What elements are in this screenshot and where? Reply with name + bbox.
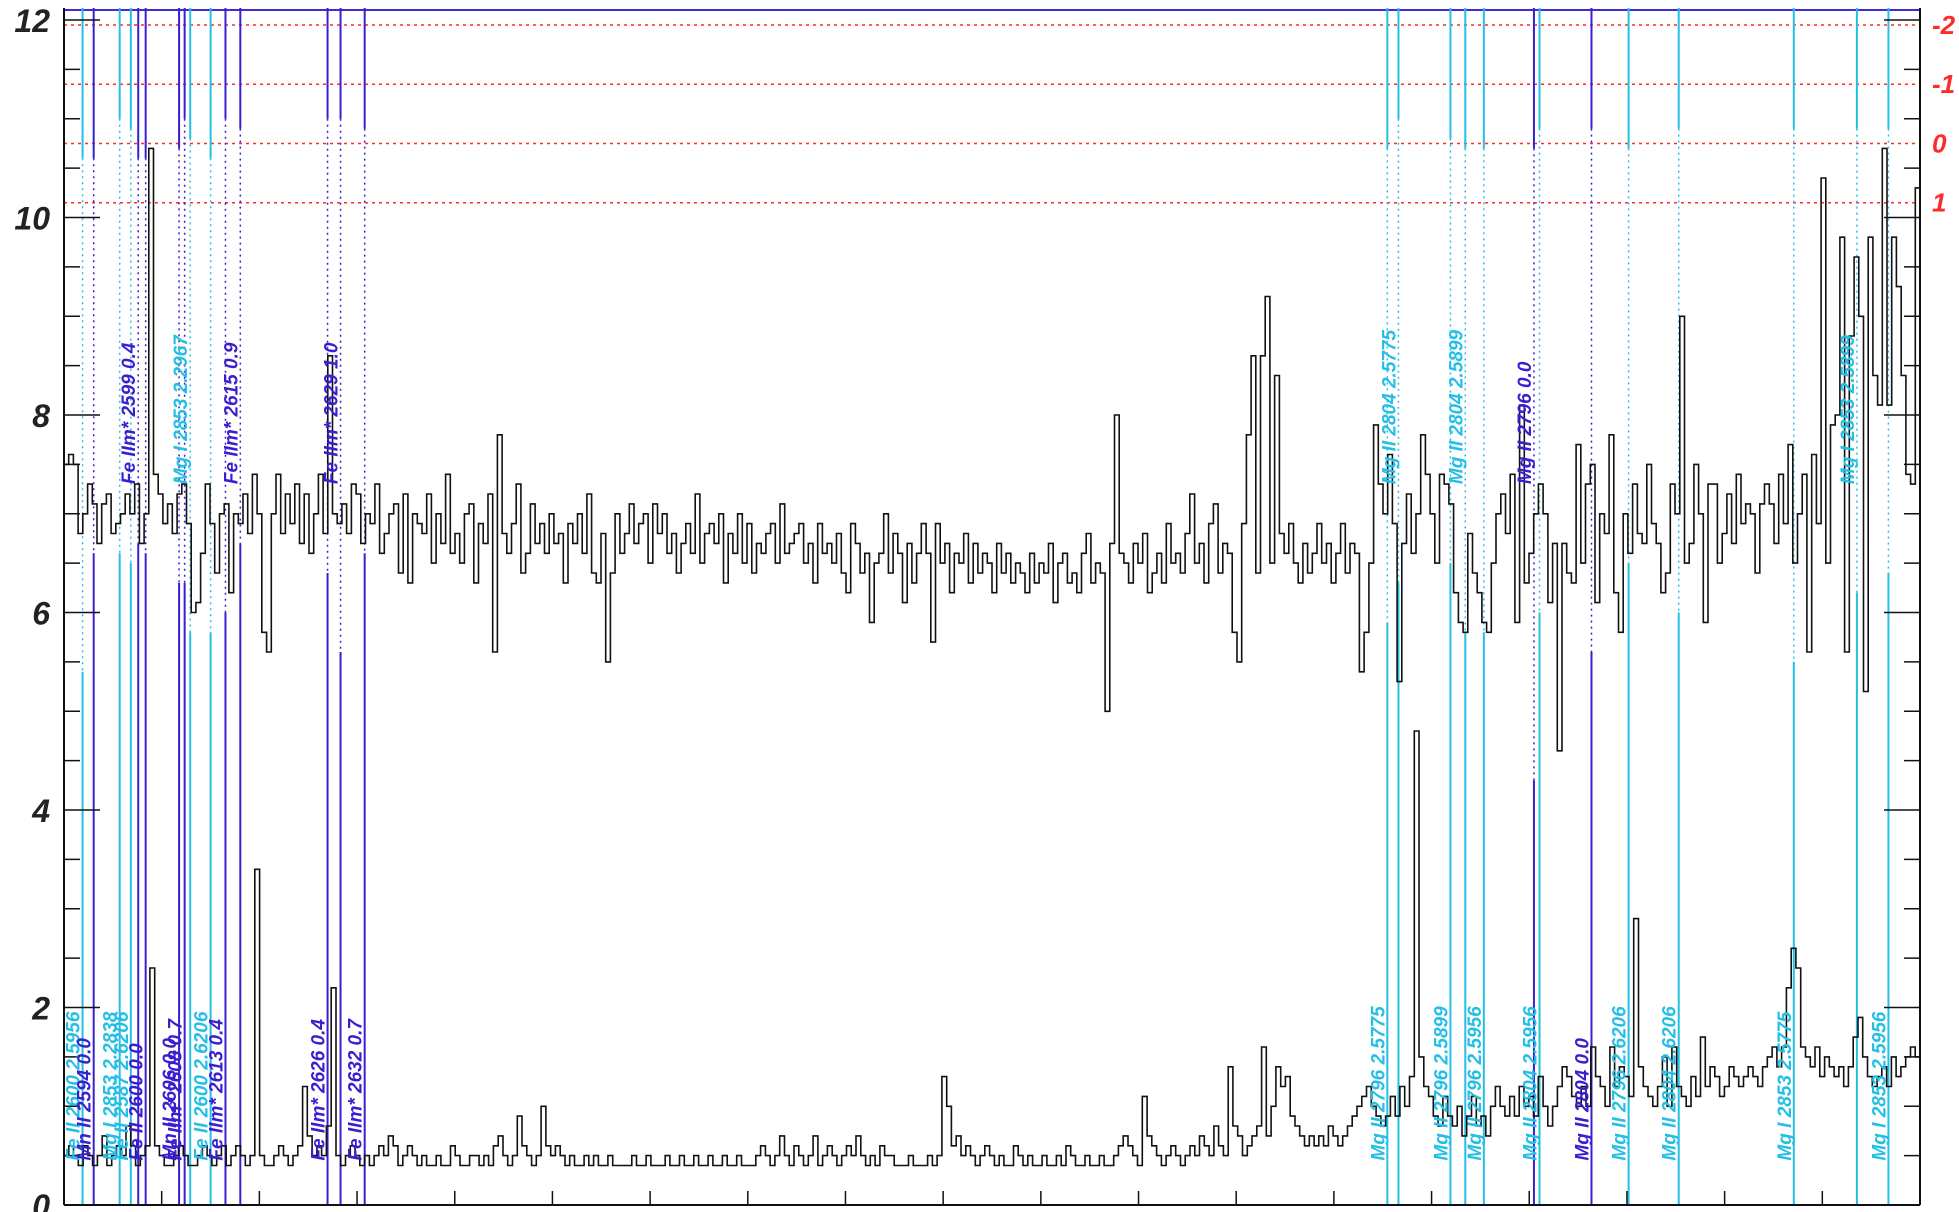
y-axis-tick-label: 4 <box>31 793 50 829</box>
flux-series <box>64 147 1920 752</box>
absorption-line-label: Fe II 2600 0.0 <box>127 1043 148 1161</box>
absorption-line-label: Fe IIm* 2613 0.4 <box>206 1019 227 1161</box>
absorption-line-label: Mn II 2594 0.0 <box>75 1038 96 1161</box>
y-axis-tick-label: 0 <box>32 1188 50 1212</box>
absorption-line-label: Mg II 2796 2.5956 <box>1465 1006 1486 1161</box>
absorption-line-label: Mg I 2853 2.2967 <box>171 334 192 484</box>
y-axis-tick-label: 8 <box>32 398 50 434</box>
right-axis-tick-labels: -2 -1 0 1 <box>1932 10 1956 218</box>
absorption-line-label: Fe IIm* 2608 0.7 <box>166 1018 187 1161</box>
error-series <box>64 730 1920 1167</box>
absorption-line-label: Mg II 2796 2.5899 <box>1431 1006 1452 1161</box>
y-axis-tick-label: 6 <box>32 596 50 632</box>
y-axis-tick-label: 2 <box>31 991 50 1027</box>
absorption-line-label: Mg II 2796 2.5775 <box>1368 1006 1389 1161</box>
y-axis-tick-label: 10 <box>14 201 50 237</box>
absorption-line-label: Fe II 2600 2.6206 <box>192 1011 213 1160</box>
absorption-line-markers <box>81 8 1890 1205</box>
absorption-line-label: Mn II 2606 0.0 <box>160 1038 181 1161</box>
absorption-line-label: Mg II 2796 2.6206 <box>1610 1006 1631 1161</box>
absorption-line-label: Fe IIm* 2626 0.4 <box>309 1019 330 1161</box>
absorption-line-label: Mg I 2853 2.5956 <box>1869 1011 1890 1160</box>
right-axis-tick-label: -1 <box>1932 69 1955 99</box>
spectrum-series <box>64 147 1920 1167</box>
absorption-line-label: Fe II 2600 2.5956 <box>64 1011 85 1160</box>
absorption-line-label: Mg II 2796 0.0 <box>1515 361 1536 484</box>
absorption-line-label: Mg I 2853 2.2838 <box>101 1011 122 1160</box>
right-axis-gridlines <box>64 9 1920 204</box>
absorption-line-label: Fe IIm* 2599 0.4 <box>119 342 140 484</box>
absorption-line-label: Mg II 2804 2.5899 <box>1446 329 1467 484</box>
absorption-line-label: Fe IIm* 2629 1.0 <box>322 342 343 484</box>
absorption-line-label: Fe IIm* 2632 0.7 <box>346 1018 367 1161</box>
absorption-line-label: Mg II 2804 2.5956 <box>1521 1006 1542 1161</box>
absorption-line-label: Mg II 2804 2.5775 <box>1379 329 1400 484</box>
absorption-line-label: Mg II 2804 0.0 <box>1572 1038 1593 1161</box>
y-axis-tick-labels: 0 2 4 6 8 10 12 <box>14 3 50 1212</box>
absorption-line-label: Mg I 2853 2.5775 <box>1775 1011 1796 1160</box>
absorption-line-label: Mg II 2804 2.6206 <box>1660 1006 1681 1161</box>
right-axis-tick-label: 0 <box>1932 128 1947 158</box>
plot-frame <box>63 8 1921 1206</box>
right-axis-tick-label: 1 <box>1932 188 1946 218</box>
absorption-line-label: Mg I 2853 2.5899 <box>1838 335 1859 484</box>
absorption-line-label: Fe IIm* 2615 0.9 <box>221 342 242 484</box>
right-axis-tick-label: -2 <box>1932 10 1956 40</box>
absorption-line-label: Fe II 2587 2.6206 <box>112 1011 133 1160</box>
y-axis-tick-label: 12 <box>14 3 50 39</box>
